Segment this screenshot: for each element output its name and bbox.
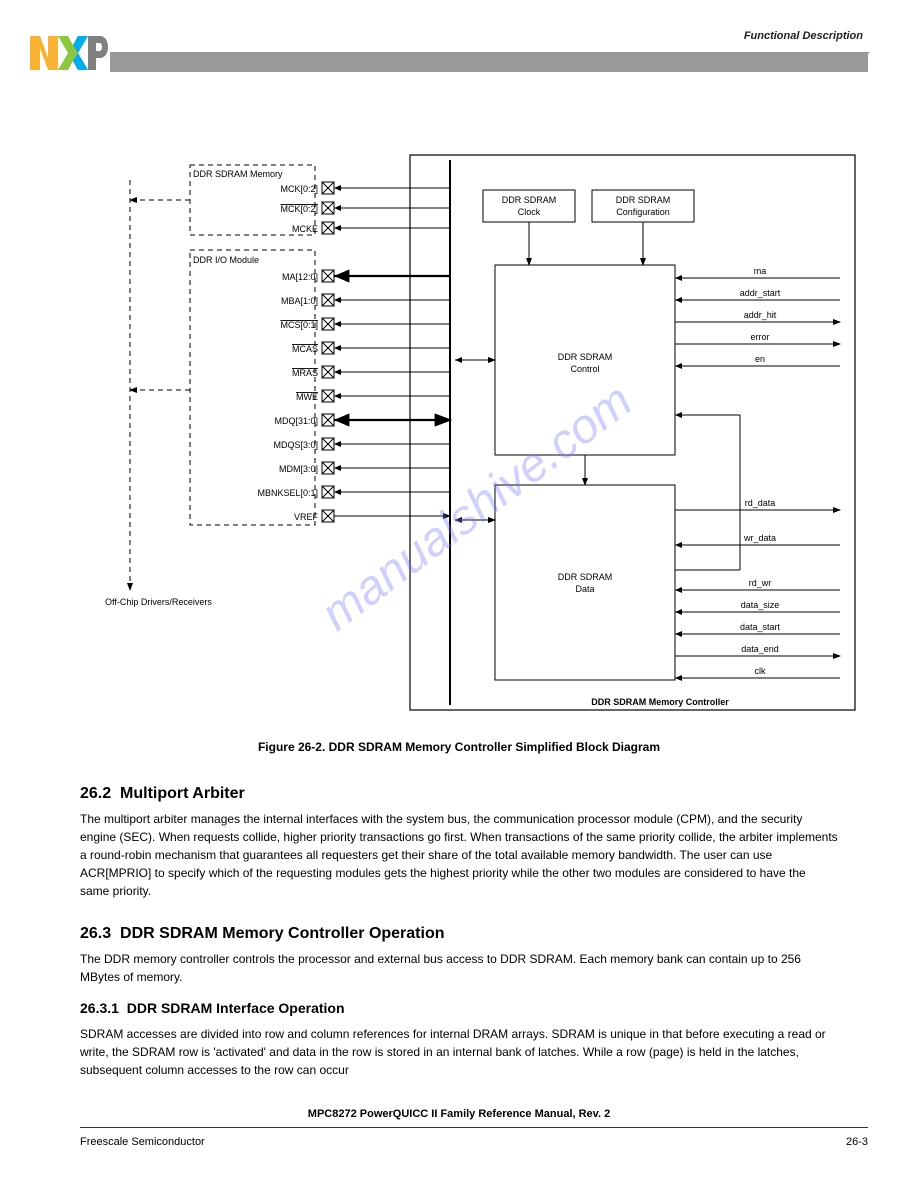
svg-text:MCKE: MCKE: [292, 224, 318, 234]
svg-text:en: en: [755, 354, 765, 364]
svg-text:MCAS: MCAS: [292, 344, 318, 354]
svg-text:error: error: [750, 332, 769, 342]
svg-text:VREF: VREF: [294, 512, 319, 522]
svg-text:MDM[3:0]: MDM[3:0]: [279, 464, 318, 474]
svg-text:data_end: data_end: [741, 644, 779, 654]
footer-left: Freescale Semiconductor: [80, 1136, 205, 1148]
svg-text:DDR SDRAM: DDR SDRAM: [616, 195, 671, 205]
io-module-label: DDR I/O Module: [193, 255, 259, 265]
internal-signals: ma addr_start addr_hit error en rd_data …: [675, 266, 840, 678]
svg-text:MDQ[31:0]: MDQ[31:0]: [274, 416, 318, 426]
svg-text:Configuration: Configuration: [616, 207, 670, 217]
svg-text:MCS[0:1]: MCS[0:1]: [280, 320, 318, 330]
header-bar: [110, 52, 868, 72]
svg-text:rd_data: rd_data: [745, 498, 776, 508]
svg-text:MCK[0:2]: MCK[0:2]: [280, 184, 318, 194]
header-section-label: Functional Description: [744, 30, 863, 42]
section-26-2-heading: 26.2 Multiport Arbiter: [80, 785, 245, 803]
svg-text:MBNKSEL[0:1]: MBNKSEL[0:1]: [257, 488, 318, 498]
svg-text:DDR SDRAM: DDR SDRAM: [502, 195, 557, 205]
svg-text:DDR SDRAM: DDR SDRAM: [558, 352, 613, 362]
nxp-logo: [28, 28, 108, 78]
footer-rule: [80, 1127, 868, 1128]
svg-text:rd_wr: rd_wr: [749, 578, 772, 588]
svg-text:MDQS[3:0]: MDQS[3:0]: [273, 440, 318, 450]
svg-text:data_size: data_size: [741, 600, 780, 610]
svg-text:MRAS: MRAS: [292, 368, 318, 378]
diagram-title: DDR SDRAM Memory Controller: [591, 697, 729, 707]
section-26-3-body: The DDR memory controller controls the p…: [80, 950, 838, 986]
block-diagram: DDR SDRAM Memory Controller DDR SDRAM Me…: [100, 150, 860, 730]
memory-group-label: DDR SDRAM Memory: [193, 169, 283, 179]
svg-text:ma: ma: [754, 266, 767, 276]
svg-text:Data: Data: [575, 584, 594, 594]
svg-text:addr_start: addr_start: [740, 288, 781, 298]
section-26-3-1-body: SDRAM accesses are divided into row and …: [80, 1025, 838, 1079]
svg-text:DDR SDRAM: DDR SDRAM: [558, 572, 613, 582]
svg-text:MCK[0:2]: MCK[0:2]: [280, 204, 318, 214]
section-26-3-heading: 26.3 DDR SDRAM Memory Controller Operati…: [80, 925, 445, 943]
svg-text:wr_data: wr_data: [743, 533, 776, 543]
footer-right: 26-3: [846, 1136, 868, 1148]
memory-signals: MCK[0:2] MCK[0:2] MCKE: [280, 182, 450, 234]
svg-text:Control: Control: [570, 364, 599, 374]
module-signals: MA[12:0] MBA[1:0] MCS[0:1] MCAS MRAS MWE…: [257, 270, 450, 522]
svg-text:clk: clk: [755, 666, 766, 676]
svg-text:MWE: MWE: [296, 392, 318, 402]
svg-text:addr_hit: addr_hit: [744, 310, 777, 320]
section-26-2-body: The multiport arbiter manages the intern…: [80, 810, 838, 900]
offchip-label: Off-Chip Drivers/Receivers: [105, 597, 212, 607]
svg-text:data_start: data_start: [740, 622, 781, 632]
svg-text:MA[12:0]: MA[12:0]: [282, 272, 318, 282]
svg-text:Clock: Clock: [518, 207, 541, 217]
footer-title: MPC8272 PowerQUICC II Family Reference M…: [0, 1108, 918, 1120]
figure-caption: Figure 26-2. DDR SDRAM Memory Controller…: [0, 740, 918, 754]
section-26-3-1-heading: 26.3.1 DDR SDRAM Interface Operation: [80, 1000, 345, 1016]
svg-text:MBA[1:0]: MBA[1:0]: [281, 296, 318, 306]
